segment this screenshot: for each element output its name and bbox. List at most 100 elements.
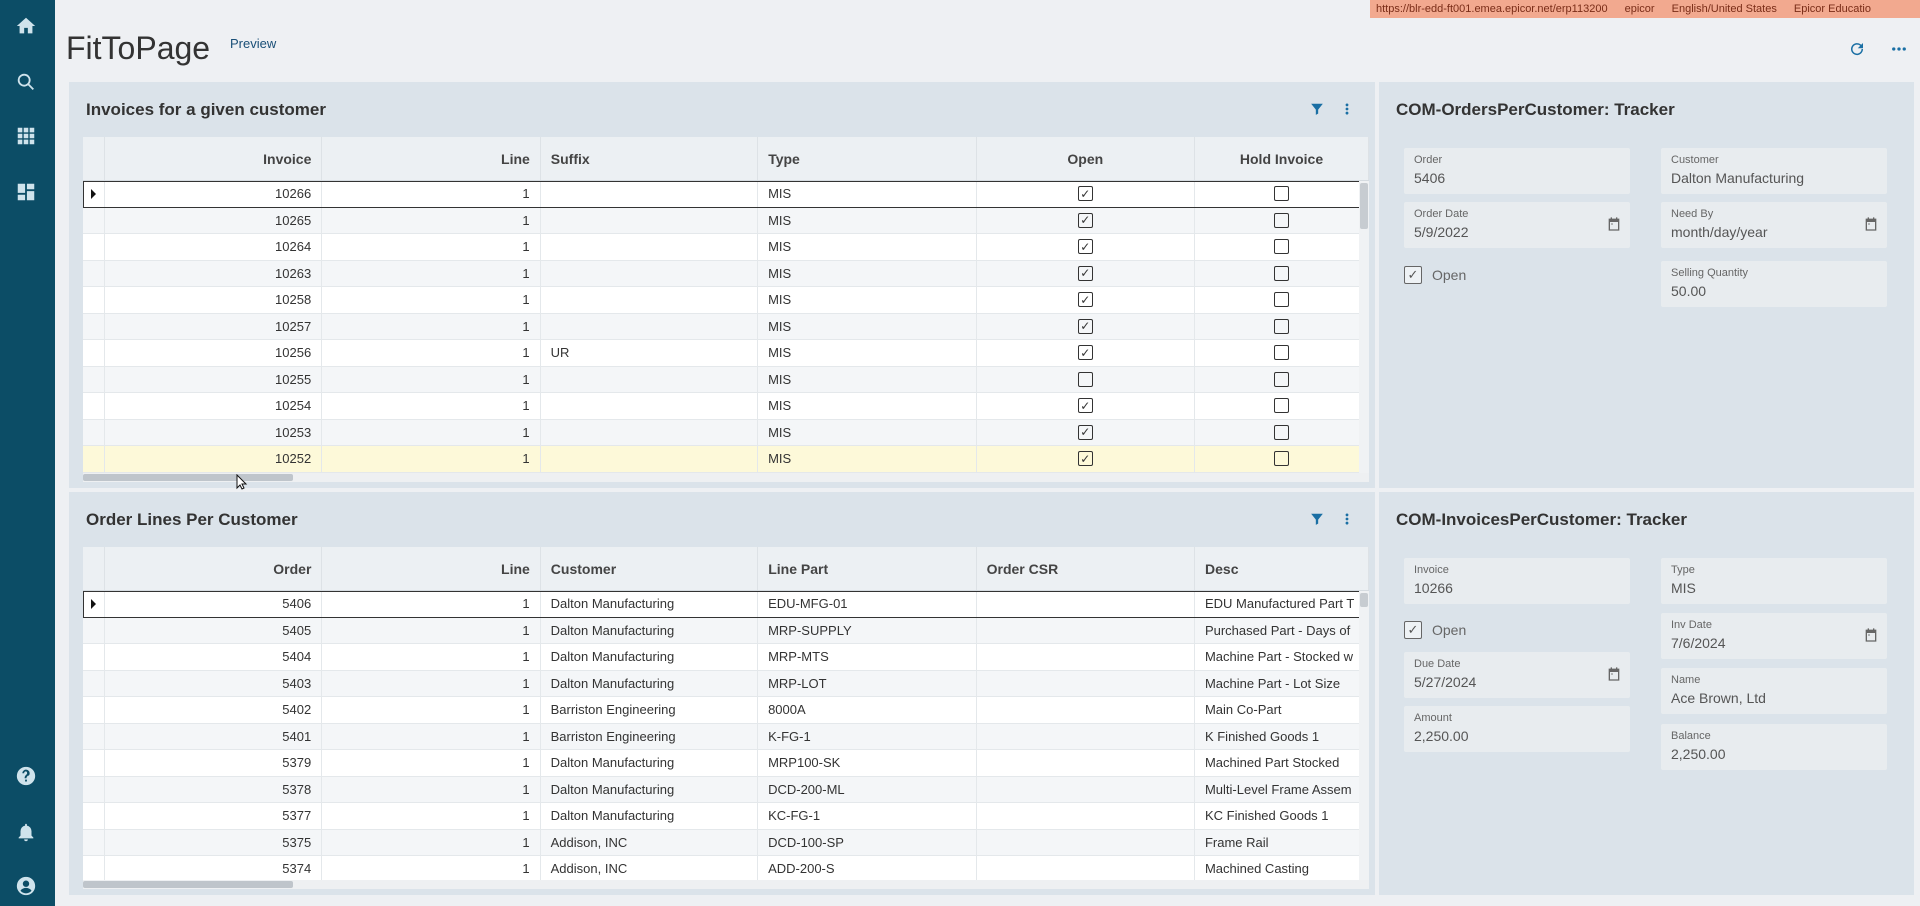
selling-quantity-field[interactable]: Selling Quantity 50.00 (1661, 261, 1887, 307)
type-field[interactable]: Type MIS (1661, 558, 1887, 604)
invoices-horizontal-scrollbar[interactable] (83, 473, 1369, 482)
col-header-line[interactable]: Line (322, 547, 541, 590)
amount-field[interactable]: Amount 2,250.00 (1404, 706, 1630, 752)
col-header-open[interactable]: Open (977, 137, 1196, 180)
hold-invoice-checkbox[interactable] (1273, 424, 1289, 440)
more-options-button[interactable] (1888, 38, 1910, 60)
due-date-field[interactable]: Due Date 5/27/2024 (1404, 652, 1630, 698)
invoices-menu-button[interactable] (1339, 100, 1355, 118)
line-cell: 1 (322, 260, 541, 286)
col-header-order-csr[interactable]: Order CSR (977, 547, 1196, 590)
table-row[interactable]: 10264 1 MIS ✓ (83, 234, 1369, 261)
checkbox[interactable]: ✓ (1404, 621, 1422, 639)
table-row[interactable]: 10255 1 MIS (83, 366, 1369, 393)
help-icon[interactable] (14, 764, 38, 788)
line-part-cell: K-FG-1 (758, 723, 977, 749)
invoices-filter-button[interactable] (1309, 100, 1325, 118)
table-row[interactable]: 10252 1 MIS ✓ (83, 446, 1369, 473)
dashboard-icon[interactable] (14, 180, 38, 204)
order-field[interactable]: Order 5406 (1404, 148, 1630, 194)
order-lines-grid[interactable]: Order Line Customer Line Part Order CSR … (83, 547, 1369, 889)
hold-invoice-checkbox[interactable] (1273, 239, 1289, 255)
checkbox[interactable]: ✓ (1404, 266, 1422, 284)
hold-invoice-checkbox[interactable] (1273, 371, 1289, 387)
col-header-type[interactable]: Type (758, 137, 977, 180)
order-lines-horizontal-scrollbar[interactable] (83, 880, 1369, 889)
table-row[interactable]: 5374 1 Addison, INC ADD-200-S Machined Casti… (83, 856, 1369, 883)
hold-invoice-checkbox[interactable] (1273, 451, 1289, 467)
table-row[interactable]: 10265 1 MIS ✓ (83, 207, 1369, 234)
open-checkbox[interactable]: ✓ (1077, 345, 1093, 361)
table-row[interactable]: 10263 1 MIS ✓ (83, 260, 1369, 287)
hold-invoice-checkbox[interactable] (1273, 398, 1289, 414)
open-checkbox[interactable]: ✓ (1077, 265, 1093, 281)
customer-cell: Addison, INC (541, 856, 759, 882)
hold-invoice-checkbox[interactable] (1273, 318, 1289, 334)
open-checkbox[interactable]: ✓ (1077, 451, 1093, 467)
table-row[interactable]: 5401 1 Barriston Engineering K-FG-1 K Finish… (83, 723, 1369, 750)
table-row[interactable]: 5379 1 Dalton Manufacturing MRP100-SK Machin… (83, 750, 1369, 777)
table-row[interactable]: 5404 1 Dalton Manufacturing MRP-MTS Machine … (83, 644, 1369, 671)
col-header-hold-invoice[interactable]: Hold Invoice (1195, 137, 1369, 180)
col-header-customer[interactable]: Customer (541, 547, 759, 590)
col-header-suffix[interactable]: Suffix (541, 137, 759, 180)
calendar-icon[interactable] (1863, 627, 1879, 643)
name-field[interactable]: Name Ace Brown, Ltd (1661, 668, 1887, 714)
calendar-icon[interactable] (1606, 666, 1622, 682)
open-checkbox[interactable]: ✓ (1077, 292, 1093, 308)
table-row[interactable]: 10254 1 MIS ✓ (83, 393, 1369, 420)
inv-date-field[interactable]: Inv Date 7/6/2024 (1661, 613, 1887, 659)
col-header-invoice[interactable]: Invoice (105, 137, 323, 180)
table-row[interactable]: 5402 1 Barriston Engineering 8000A Main Co-P… (83, 697, 1369, 724)
calendar-icon[interactable] (1863, 216, 1879, 232)
open-checkbox[interactable]: ✓ (1077, 398, 1093, 414)
refresh-button[interactable] (1846, 38, 1868, 60)
table-row[interactable]: 5403 1 Dalton Manufacturing MRP-LOT Machine … (83, 670, 1369, 697)
table-row[interactable]: 10258 1 MIS ✓ (83, 287, 1369, 314)
open-checkbox[interactable]: ✓ (1077, 318, 1093, 334)
hold-invoice-checkbox[interactable] (1273, 265, 1289, 281)
col-header-desc[interactable]: Desc (1195, 547, 1369, 590)
apps-grid-icon[interactable] (14, 124, 38, 148)
order-lines-filter-button[interactable] (1309, 510, 1325, 528)
table-row[interactable]: 10266 1 MIS ✓ (83, 181, 1369, 208)
col-header-line-part[interactable]: Line Part (758, 547, 977, 590)
order-open-checkbox[interactable]: ✓ Open (1404, 266, 1466, 284)
order-date-field[interactable]: Order Date 5/9/2022 (1404, 202, 1630, 248)
table-row[interactable]: 10253 1 MIS ✓ (83, 419, 1369, 446)
user-icon[interactable] (14, 874, 38, 898)
balance-field[interactable]: Balance 2,250.00 (1661, 724, 1887, 770)
table-row[interactable]: 5406 1 Dalton Manufacturing EDU-MFG-01 EDU M… (83, 591, 1369, 618)
bell-icon[interactable] (14, 820, 38, 844)
home-icon[interactable] (14, 14, 38, 38)
table-row[interactable]: 5378 1 Dalton Manufacturing DCD-200-ML Multi… (83, 776, 1369, 803)
order-lines-vertical-scrollbar[interactable] (1359, 591, 1369, 889)
table-row[interactable]: 5375 1 Addison, INC DCD-100-SP Frame Rail (83, 829, 1369, 856)
invoices-grid[interactable]: Invoice Line Suffix Type Open Hold Invoi… (83, 137, 1369, 482)
open-checkbox[interactable]: ✓ (1077, 424, 1093, 440)
need-by-field[interactable]: Need By month/day/year (1661, 202, 1887, 248)
suffix-cell (541, 207, 759, 233)
calendar-icon[interactable] (1606, 216, 1622, 232)
hold-invoice-checkbox[interactable] (1273, 212, 1289, 228)
hold-invoice-checkbox[interactable] (1273, 186, 1289, 202)
table-row[interactable]: 10257 1 MIS ✓ (83, 313, 1369, 340)
invoice-field[interactable]: Invoice 10266 (1404, 558, 1630, 604)
table-row[interactable]: 5405 1 Dalton Manufacturing MRP-SUPPLY Purch… (83, 617, 1369, 644)
customer-field[interactable]: Customer Dalton Manufacturing (1661, 148, 1887, 194)
table-row[interactable]: 10256 1 UR MIS ✓ (83, 340, 1369, 367)
hold-invoice-checkbox[interactable] (1273, 345, 1289, 361)
order-lines-menu-button[interactable] (1339, 510, 1355, 528)
col-header-order[interactable]: Order (105, 547, 323, 590)
table-row[interactable]: 5377 1 Dalton Manufacturing KC-FG-1 KC Finis… (83, 803, 1369, 830)
invoices-vertical-scrollbar[interactable] (1359, 181, 1369, 482)
hold-invoice-checkbox[interactable] (1273, 292, 1289, 308)
open-checkbox[interactable]: ✓ (1077, 186, 1093, 202)
open-checkbox[interactable] (1077, 371, 1093, 387)
open-checkbox[interactable]: ✓ (1077, 239, 1093, 255)
open-checkbox[interactable]: ✓ (1077, 212, 1093, 228)
col-header-line[interactable]: Line (322, 137, 541, 180)
search-icon[interactable] (14, 70, 38, 94)
desc-cell: EDU Manufactured Part T (1195, 591, 1369, 617)
invoice-open-checkbox[interactable]: ✓ Open (1404, 621, 1466, 639)
